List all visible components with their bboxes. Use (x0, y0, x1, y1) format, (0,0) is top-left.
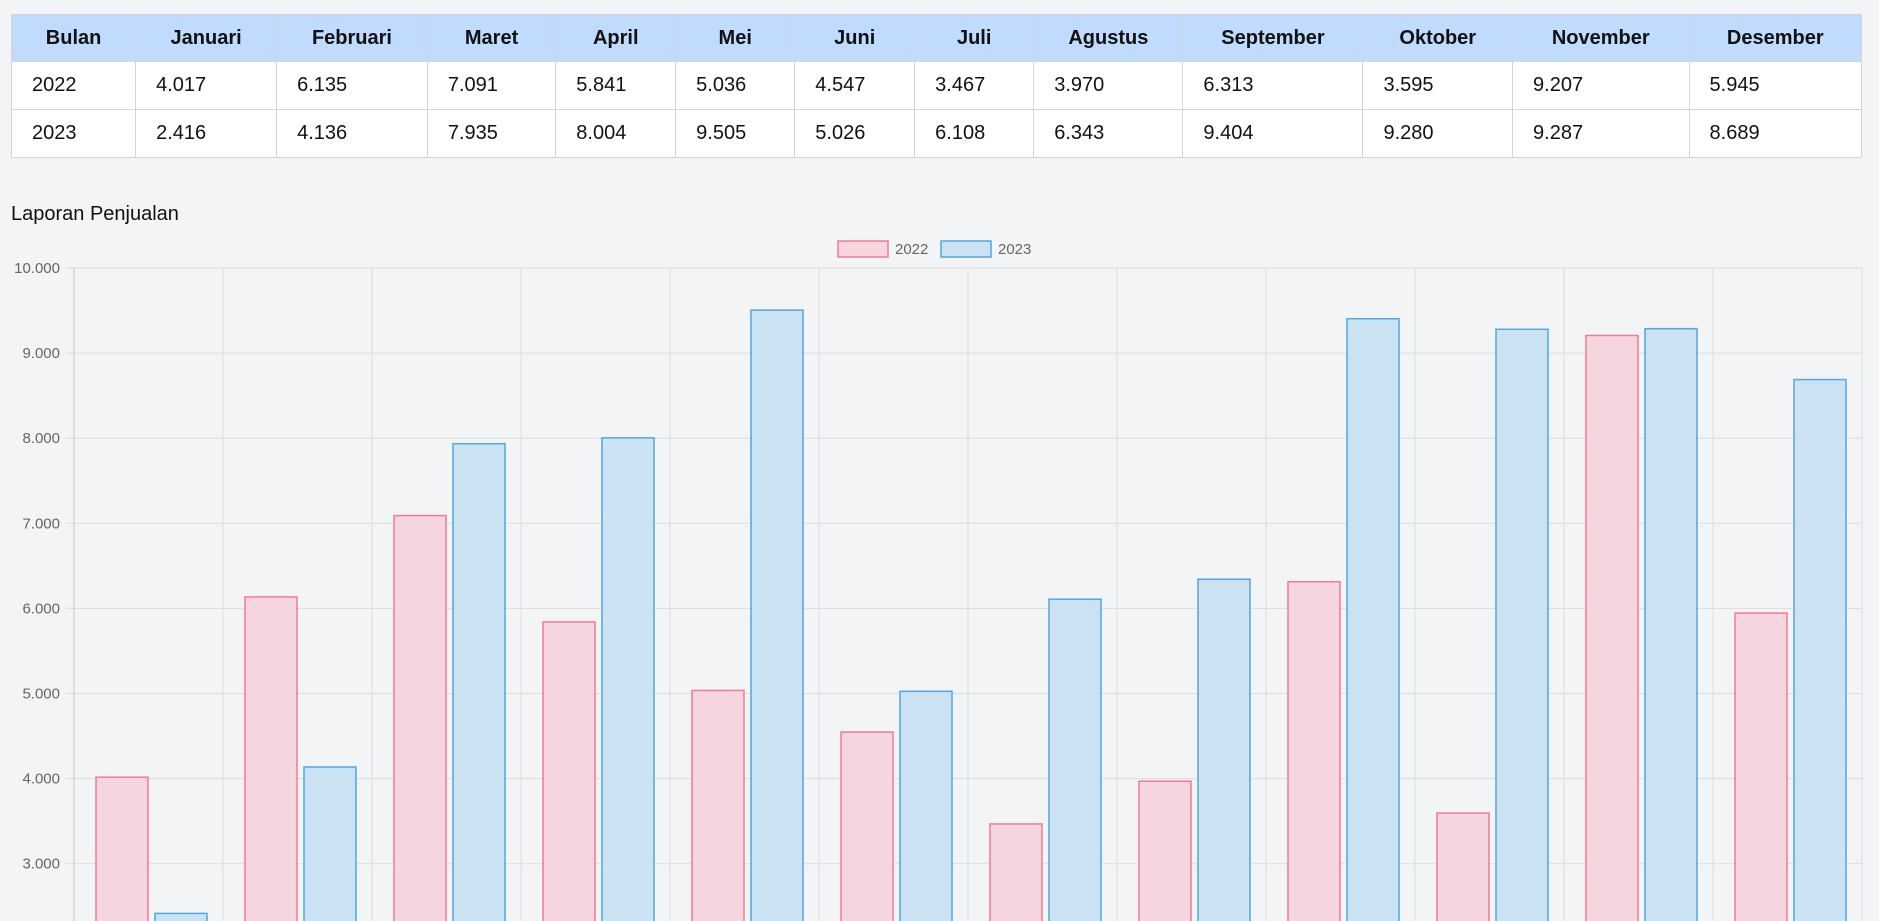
table-cell: 6.313 (1183, 62, 1363, 110)
table-row: 2023 2.416 4.136 7.935 8.004 9.505 5.026 6.108 6… (12, 110, 1862, 158)
table-header-row: Bulan Januari Februari Maret April Mei Juni Jul… (12, 15, 1862, 62)
bar-2023-oktober (1496, 329, 1548, 921)
legend-swatch-2022 (838, 241, 888, 257)
bar-2022-desember (1735, 613, 1787, 921)
bar-2022-maret (394, 516, 446, 921)
table-cell: 4.547 (795, 62, 915, 110)
table-cell: 6.108 (915, 110, 1034, 158)
bar-2023-mei (751, 310, 803, 921)
table-header-november: November (1513, 15, 1690, 62)
chart-title: Laporan Penjualan (11, 203, 179, 226)
table-header-mei: Mei (676, 15, 795, 62)
bar-2022-juli (990, 824, 1042, 921)
bar-2022-agustus (1139, 781, 1191, 921)
bar-2022-januari (96, 777, 148, 921)
y-tick-label: 4.000 (22, 771, 60, 788)
table-cell: 2022 (12, 62, 136, 110)
table-cell: 5.036 (676, 62, 795, 110)
bar-2023-april (602, 438, 654, 921)
table-cell: 3.467 (915, 62, 1034, 110)
table-header-agustus: Agustus (1034, 15, 1183, 62)
table-cell: 5.026 (795, 110, 915, 158)
table-cell: 7.091 (427, 62, 555, 110)
bar-2022-juni (841, 732, 893, 921)
y-tick-label: 7.000 (22, 515, 60, 532)
table-cell: 7.935 (427, 110, 555, 158)
table-row: 2022 4.017 6.135 7.091 5.841 5.036 4.547 3.467 3… (12, 62, 1862, 110)
sales-table: Bulan Januari Februari Maret April Mei Juni Jul… (11, 14, 1862, 158)
table-header-februari: Februari (277, 15, 428, 62)
legend-swatch-2023 (941, 241, 991, 257)
table-cell: 5.841 (556, 62, 676, 110)
table-cell: 9.404 (1183, 110, 1363, 158)
table-header-oktober: Oktober (1363, 15, 1513, 62)
table-header-september: September (1183, 15, 1363, 62)
sales-bar-chart: 10.000 9.000 8.000 7.000 6.000 5.000 4.000 3.00… (0, 228, 1879, 921)
table-cell: 3.970 (1034, 62, 1183, 110)
table-cell: 6.135 (277, 62, 428, 110)
table-cell: 2.416 (136, 110, 277, 158)
bar-2023-september (1347, 319, 1399, 921)
table-cell: 5.945 (1689, 62, 1861, 110)
bar-2022-februari (245, 597, 297, 921)
bar-2023-juli (1049, 599, 1101, 921)
y-tick-label: 9.000 (22, 345, 60, 362)
y-tick-label: 6.000 (22, 600, 60, 617)
bar-2023-februari (304, 767, 356, 921)
bar-2022-oktober (1437, 813, 1489, 921)
table-cell: 9.505 (676, 110, 795, 158)
bar-2023-agustus (1198, 579, 1250, 921)
y-tick-label: 3.000 (22, 856, 60, 873)
table-cell: 9.280 (1363, 110, 1513, 158)
bar-2023-november (1645, 329, 1697, 921)
table-header-juni: Juni (795, 15, 915, 62)
y-tick-label: 5.000 (22, 686, 60, 703)
bar-2023-januari (155, 913, 207, 921)
table-cell: 4.136 (277, 110, 428, 158)
legend-label-2023: 2023 (998, 241, 1031, 258)
bar-2023-maret (453, 444, 505, 921)
table-cell: 4.017 (136, 62, 277, 110)
legend-label-2022: 2022 (895, 241, 928, 258)
table-header-maret: Maret (427, 15, 555, 62)
bar-2023-juni (900, 691, 952, 921)
bar-2023-desember (1794, 380, 1846, 921)
table-cell: 3.595 (1363, 62, 1513, 110)
table-header-desember: Desember (1689, 15, 1861, 62)
table-header-januari: Januari (136, 15, 277, 62)
y-tick-label: 8.000 (22, 430, 60, 447)
table-cell: 9.287 (1513, 110, 1690, 158)
table-header-bulan: Bulan (12, 15, 136, 62)
table-header-juli: Juli (915, 15, 1034, 62)
table-cell: 8.004 (556, 110, 676, 158)
bar-2022-mei (692, 690, 744, 921)
table-cell: 2023 (12, 110, 136, 158)
table-header-april: April (556, 15, 676, 62)
table-cell: 9.207 (1513, 62, 1690, 110)
table-cell: 8.689 (1689, 110, 1861, 158)
y-tick-label: 10.000 (14, 260, 60, 277)
bar-2022-september (1288, 582, 1340, 921)
bar-2022-november (1586, 335, 1638, 921)
bar-2022-april (543, 622, 595, 921)
table-cell: 6.343 (1034, 110, 1183, 158)
